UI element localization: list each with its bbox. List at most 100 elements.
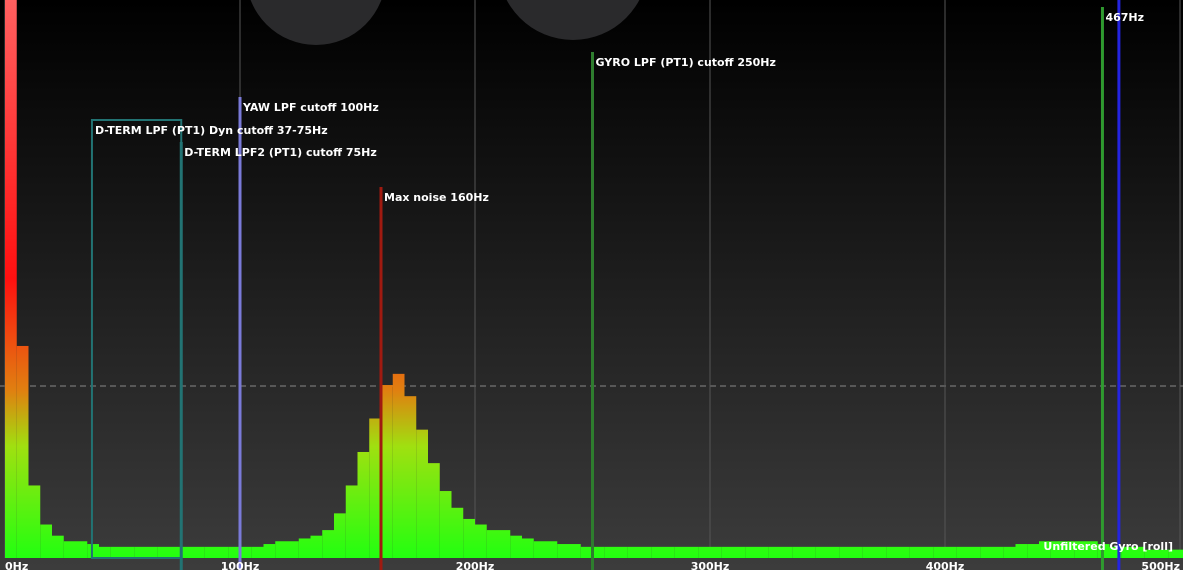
spectrum-bar <box>392 373 405 558</box>
marker-label: D-TERM LPF2 (PT1) cutoff 75Hz <box>184 146 377 159</box>
spectrum-bar <box>52 535 64 558</box>
spectrum-bar <box>298 538 311 558</box>
spectrum-bar <box>251 546 264 558</box>
spectrum-bar <box>545 541 558 558</box>
spectrum-bar <box>275 541 287 558</box>
spectrum-bar <box>674 546 687 558</box>
spectrum-bar <box>839 546 851 558</box>
spectrum-bar <box>533 541 546 558</box>
spectrum-bar <box>851 546 863 558</box>
spectrum-bar <box>980 546 992 558</box>
spectrum-bar <box>1121 546 1133 558</box>
marker-label: D-TERM LPF (PT1) Dyn cutoff 37-75Hz <box>95 124 328 137</box>
spectrum-bar <box>968 546 981 558</box>
spectrum-bar <box>475 524 487 558</box>
spectrum-bar <box>334 513 346 558</box>
spectrum-bar <box>651 546 663 558</box>
spectrum-bar <box>862 546 875 558</box>
spectrum-bar <box>1180 549 1183 558</box>
spectrum-bar <box>134 546 146 558</box>
spectrum-bar <box>99 546 111 558</box>
spectrum-bar <box>181 546 193 558</box>
spectrum-bar <box>146 546 158 558</box>
spectrum-bar <box>416 429 428 558</box>
spectrum-bar <box>439 491 452 558</box>
spectrum-bar <box>698 546 710 558</box>
spectrum-bar <box>604 546 616 558</box>
spectrum-bar <box>992 546 1004 558</box>
x-tick-label: 0Hz <box>5 560 28 570</box>
x-tick-label: 500Hz <box>1141 560 1180 570</box>
overlay-button[interactable] <box>498 0 648 40</box>
spectrum-bar <box>228 546 240 558</box>
spectrum-bar <box>75 541 88 558</box>
spectrum-bar <box>1003 546 1016 558</box>
spectrum-bar <box>428 463 440 558</box>
spectrum-bar <box>1027 544 1039 558</box>
spectrum-bar <box>216 546 229 558</box>
spectrum-bar <box>639 546 652 558</box>
spectrum-bar <box>933 546 945 558</box>
spectrum-bar <box>404 396 417 558</box>
spectrum-bar <box>945 546 957 558</box>
spectrum-bar <box>886 546 898 558</box>
spectrum-bar <box>733 546 746 558</box>
spectrum-bar <box>569 544 581 558</box>
marker-label: YAW LPF cutoff 100Hz <box>242 101 379 114</box>
spectrum-bar <box>592 546 605 558</box>
spectrum-bar <box>1050 541 1063 558</box>
spectrum-bar <box>827 546 840 558</box>
spectrum-bar <box>1074 541 1086 558</box>
spectrum-bar <box>28 485 41 558</box>
spectrum-bar <box>169 546 182 558</box>
legend-label: Unfiltered Gyro [roll] <box>1043 540 1173 553</box>
spectrum-bar <box>1144 549 1157 558</box>
spectrum-bar <box>463 518 475 558</box>
spectrum-bar <box>663 546 675 558</box>
spectrum-bar <box>1156 549 1169 558</box>
spectrum-bar <box>780 546 793 558</box>
spectrum-bar <box>322 530 334 558</box>
spectrum-bar <box>1039 541 1051 558</box>
overlay-button[interactable] <box>246 0 386 45</box>
spectrum-bar <box>345 485 358 558</box>
spectrum-bar <box>357 451 370 558</box>
spectrum-bar <box>757 546 769 558</box>
x-tick-label: 300Hz <box>691 560 730 570</box>
spectrum-bar <box>5 0 17 558</box>
spectrum-bar <box>956 546 969 558</box>
spectrum-bar <box>204 546 217 558</box>
spectrum-bar <box>557 544 569 558</box>
spectrum-bar <box>110 546 123 558</box>
spectrum-bar <box>580 546 593 558</box>
x-tick-label: 200Hz <box>456 560 495 570</box>
spectrum-bar <box>63 541 76 558</box>
marker-label: Max noise 160Hz <box>384 191 489 204</box>
spectrum-bar <box>1109 546 1122 558</box>
spectrum-bar <box>627 546 640 558</box>
spectrum-bar <box>1015 544 1028 558</box>
spectrum-bar <box>369 418 381 558</box>
spectrum-bar <box>909 546 922 558</box>
spectrum-bar <box>87 544 99 558</box>
spectrum-bar <box>1168 549 1180 558</box>
x-tick-label: 100Hz <box>221 560 260 570</box>
spectrum-bar <box>40 524 52 558</box>
spectrum-bar <box>745 546 757 558</box>
spectrum-bar <box>1133 546 1145 558</box>
spectrum-bar <box>686 546 699 558</box>
spectrum-bar <box>486 530 499 558</box>
spectrum-bar <box>381 385 393 558</box>
spectrum-bar <box>616 546 628 558</box>
spectrum-bar <box>240 546 252 558</box>
spectrum-bar <box>1086 541 1098 558</box>
spectrum-bar <box>193 546 205 558</box>
spectrum-bar <box>804 546 816 558</box>
spectrum-bar <box>1062 541 1075 558</box>
spectrum-bar <box>498 530 511 558</box>
spectrum-bar <box>122 546 135 558</box>
spectrum-bar <box>721 546 734 558</box>
spectrum-bar <box>287 541 299 558</box>
